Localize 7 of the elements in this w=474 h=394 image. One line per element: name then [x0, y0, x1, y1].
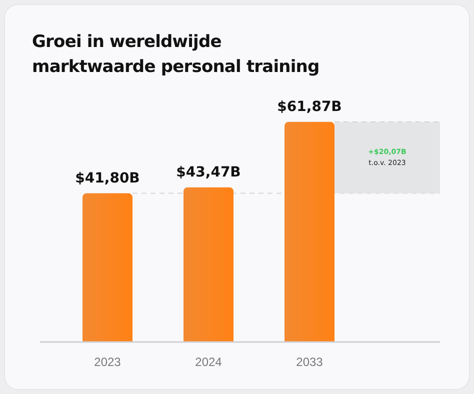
- x-tick-label: 2024: [195, 355, 222, 369]
- x-tick-label: 2033: [296, 355, 324, 369]
- data-label: $43,47B: [176, 164, 241, 180]
- data-label: $41,80B: [75, 170, 140, 186]
- data-label: $61,87B: [277, 98, 342, 115]
- x-tick-label: 2023: [94, 355, 122, 369]
- chart-title: Groei in wereldwijde marktwaarde personal training: [32, 31, 320, 79]
